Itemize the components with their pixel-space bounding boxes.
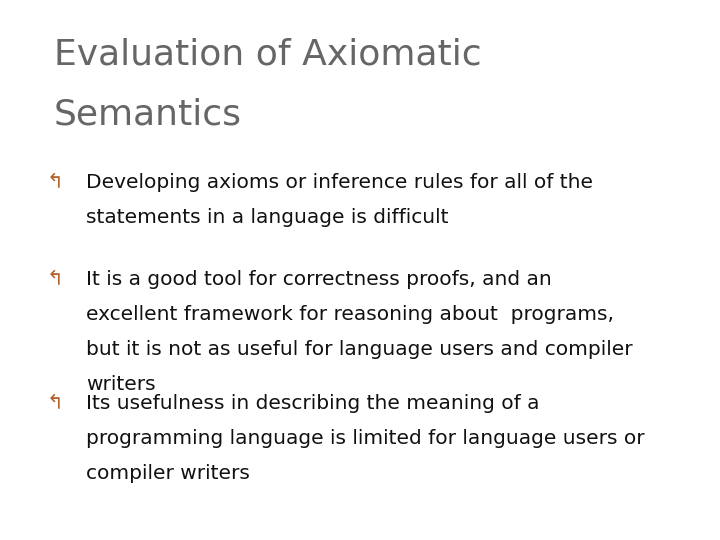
Text: writers: writers (86, 375, 156, 394)
Text: compiler writers: compiler writers (86, 464, 251, 483)
Text: ↰: ↰ (47, 394, 63, 413)
Text: excellent framework for reasoning about  programs,: excellent framework for reasoning about … (86, 305, 614, 324)
Text: ↰: ↰ (47, 173, 63, 192)
Text: statements in a language is difficult: statements in a language is difficult (86, 208, 449, 227)
Text: but it is not as useful for language users and compiler: but it is not as useful for language use… (86, 340, 633, 359)
Text: Evaluation of Axiomatic: Evaluation of Axiomatic (54, 38, 482, 72)
Text: Its usefulness in describing the meaning of a: Its usefulness in describing the meaning… (86, 394, 540, 413)
Text: programming language is limited for language users or: programming language is limited for lang… (86, 429, 645, 448)
Text: Semantics: Semantics (54, 97, 242, 131)
Text: It is a good tool for correctness proofs, and an: It is a good tool for correctness proofs… (86, 270, 552, 289)
Text: Developing axioms or inference rules for all of the: Developing axioms or inference rules for… (86, 173, 593, 192)
Text: ↰: ↰ (47, 270, 63, 289)
